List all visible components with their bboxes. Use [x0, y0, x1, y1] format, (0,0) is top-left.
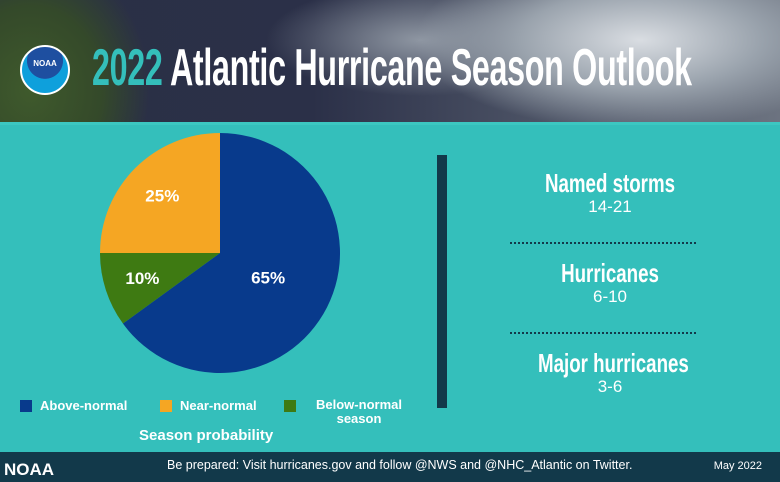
header-banner	[0, 0, 780, 122]
title-year: 2022	[92, 39, 163, 97]
legend-item-below: Below-normal season	[284, 398, 414, 426]
pie-slice-near-normal	[100, 133, 220, 253]
legend-label: Below-normal season	[316, 397, 402, 426]
footer-message: Be prepared: Visit hurricanes.gov and fo…	[167, 458, 633, 472]
pie-chart: 65% 10% 25%	[100, 133, 340, 373]
legend-swatch	[20, 400, 32, 412]
pie-slice-below-normal	[100, 253, 220, 324]
legend-label: Above-normal	[40, 398, 128, 413]
stat-value: 14-21	[588, 197, 632, 216]
header-stripe	[0, 122, 780, 125]
logo-text: NOAA	[33, 59, 57, 68]
stat-named-storms: Named storms 14-21	[510, 168, 710, 217]
legend-swatch	[284, 400, 296, 412]
pie-data-label: 65%	[251, 269, 285, 288]
legend-swatch	[160, 400, 172, 412]
footer-brand: NOAA	[4, 460, 55, 479]
stat-value: 6-10	[592, 287, 628, 306]
legend-item-near: Near-normal	[160, 398, 257, 413]
noaa-logo-icon: NOAA	[20, 45, 70, 95]
footer-date: May 2022	[713, 460, 762, 472]
stat-major-hurricanes: Major hurricanes 3-6	[510, 348, 710, 397]
vertical-divider	[437, 155, 447, 408]
stat-label: Major hurricanes	[538, 348, 689, 378]
stat-hurricanes: Hurricanes 6-10	[510, 258, 710, 307]
stat-label: Hurricanes	[561, 258, 659, 288]
pie-data-label: 10%	[125, 269, 159, 288]
chart-title: Season probability	[139, 427, 274, 444]
stat-label: Named storms	[544, 168, 676, 198]
pie-slice-above-normal	[122, 133, 340, 373]
legend-item-above: Above-normal	[20, 398, 127, 413]
page-title: 2022 Atlantic Hurricane Season Outlook	[92, 38, 692, 98]
stat-value: 3-6	[597, 377, 623, 396]
dotted-divider	[510, 332, 696, 334]
dotted-divider	[510, 242, 696, 244]
legend-label: Near-normal	[180, 398, 257, 413]
title-text: Atlantic Hurricane Season Outlook	[169, 39, 692, 97]
footer: NOAA Be prepared: Visit hurricanes.gov a…	[0, 452, 780, 482]
pie-data-label: 25%	[145, 186, 179, 205]
